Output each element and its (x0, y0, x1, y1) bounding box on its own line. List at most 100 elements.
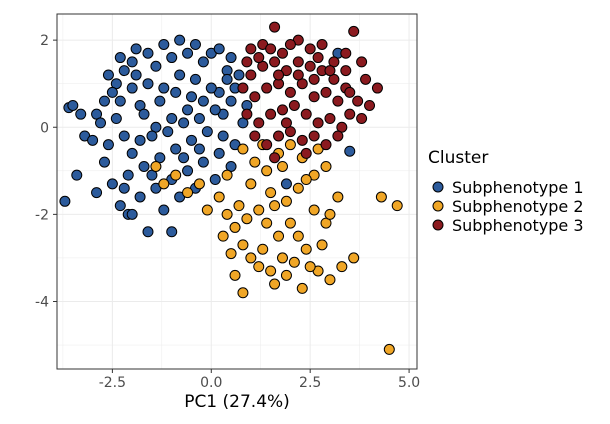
x-tick-label: -2.5 (99, 375, 126, 391)
data-point (87, 134, 99, 146)
data-point (340, 47, 352, 59)
data-point (280, 269, 292, 281)
data-point (170, 143, 182, 155)
data-point (344, 108, 356, 120)
data-point (122, 169, 134, 181)
data-point (276, 47, 288, 59)
data-point (91, 187, 103, 199)
data-point (170, 86, 182, 98)
data-point (300, 147, 312, 159)
data-point (209, 174, 221, 186)
data-point (189, 73, 201, 85)
data-point (98, 156, 110, 168)
data-point (178, 152, 190, 164)
x-tick-label: 0.0 (200, 375, 222, 391)
data-point (170, 169, 182, 181)
data-point (189, 38, 201, 50)
data-point (237, 287, 249, 299)
data-point (126, 56, 138, 68)
data-point (276, 104, 288, 116)
data-point (308, 130, 320, 142)
data-point (371, 82, 383, 94)
data-point (225, 248, 237, 260)
data-point (205, 82, 217, 94)
data-point (280, 117, 292, 129)
y-tick-label: 0 (40, 120, 49, 136)
y-tick-label: -2 (35, 207, 49, 223)
data-point (265, 108, 277, 120)
data-point (182, 187, 194, 199)
data-point (134, 134, 146, 146)
data-point (245, 69, 257, 81)
data-point (348, 252, 360, 264)
data-point (253, 261, 265, 273)
data-point (273, 130, 285, 142)
data-point (340, 65, 352, 77)
data-point (178, 117, 190, 129)
data-point (332, 191, 344, 203)
series-1 (59, 34, 356, 238)
data-point (114, 52, 126, 64)
data-point (332, 95, 344, 107)
legend-label: Subphenotype 2 (452, 197, 584, 216)
data-point (316, 239, 328, 251)
data-point (166, 52, 178, 64)
data-point (186, 91, 198, 103)
data-point (352, 95, 364, 107)
data-point (110, 113, 122, 125)
data-point (261, 165, 273, 177)
data-point (126, 82, 138, 94)
series-3 (237, 21, 383, 164)
data-point (316, 38, 328, 50)
data-point (142, 226, 154, 238)
data-point (356, 56, 368, 68)
data-point (241, 56, 253, 68)
plot-frame (56, 13, 418, 370)
data-point (166, 113, 178, 125)
series-2 (150, 139, 403, 355)
data-point (182, 165, 194, 177)
data-point (308, 91, 320, 103)
data-point (59, 195, 71, 207)
data-point (158, 204, 170, 216)
data-point (130, 69, 142, 81)
data-point (308, 204, 320, 216)
data-point (142, 47, 154, 59)
data-point (269, 200, 281, 212)
data-point (253, 117, 265, 129)
data-point (182, 104, 194, 116)
data-point (158, 82, 170, 94)
data-point (158, 38, 170, 50)
legend-key (432, 219, 444, 231)
data-point (158, 178, 170, 190)
data-point (209, 104, 221, 116)
data-point (134, 191, 146, 203)
data-point (249, 156, 261, 168)
data-point (280, 178, 292, 190)
data-point (241, 213, 253, 225)
data-point (221, 73, 233, 85)
data-point (229, 269, 241, 281)
data-point (150, 160, 162, 172)
data-point (213, 43, 225, 55)
data-point (304, 261, 316, 273)
data-point (193, 178, 205, 190)
data-point (114, 200, 126, 212)
data-point (300, 174, 312, 186)
data-point (126, 208, 138, 220)
data-point (237, 143, 249, 155)
data-point (391, 200, 403, 212)
data-point (138, 160, 150, 172)
data-point (150, 60, 162, 72)
data-point (186, 134, 198, 146)
data-point (217, 230, 229, 242)
data-point (312, 117, 324, 129)
data-point (383, 343, 395, 355)
data-point (237, 82, 249, 94)
data-point (245, 43, 257, 55)
legend-key (432, 200, 444, 212)
data-point (265, 265, 277, 277)
x-tick-label: 5.0 (398, 375, 420, 391)
data-point (154, 95, 166, 107)
